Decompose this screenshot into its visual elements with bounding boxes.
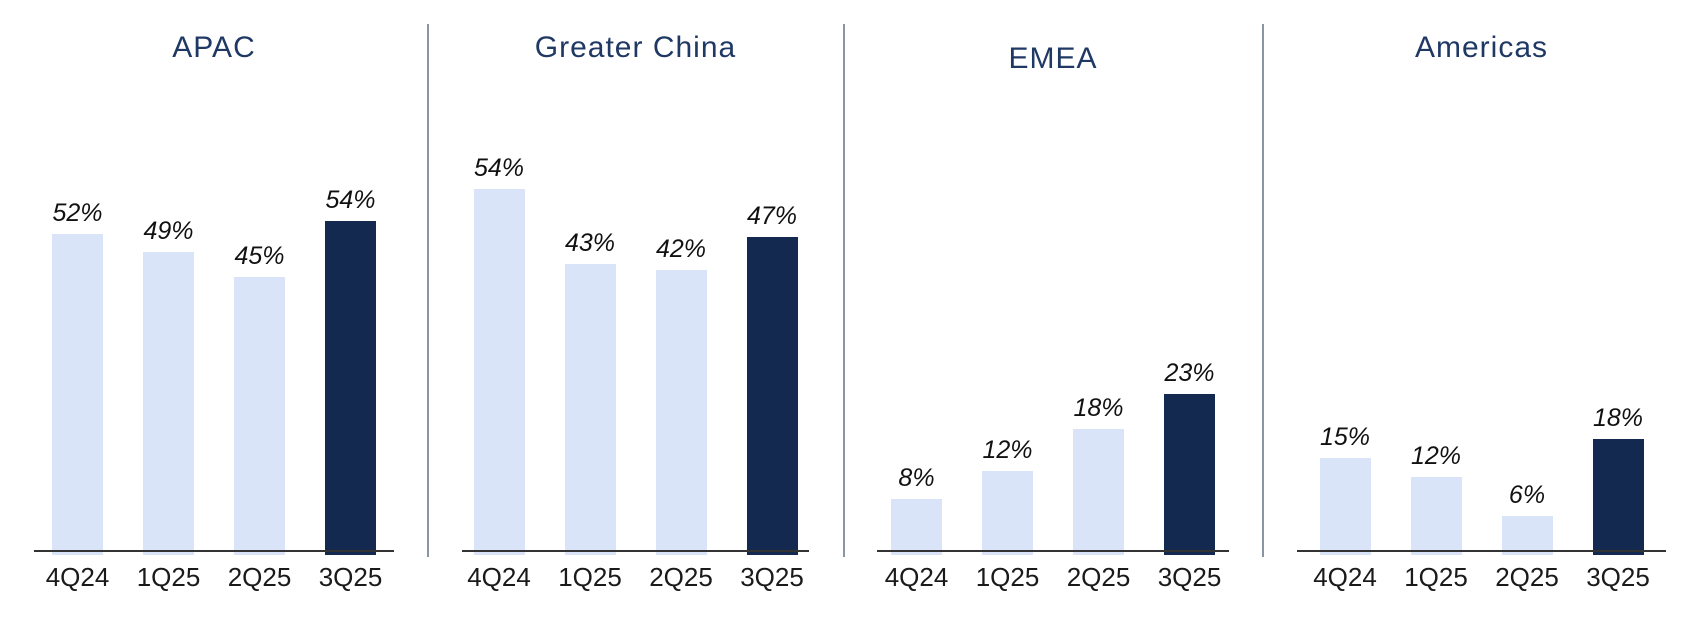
bar-column: 47% — [746, 202, 798, 555]
value-label: 8% — [898, 464, 935, 492]
plot-area-apac: 52% 49% 45% 54% — [0, 125, 428, 555]
value-label: 42% — [655, 235, 707, 263]
bar-2q25 — [1073, 429, 1124, 555]
value-label: 54% — [473, 154, 525, 182]
value-label: 18% — [1073, 394, 1124, 422]
bar-column: 8% — [891, 464, 942, 555]
bar-2q25 — [655, 270, 707, 555]
bar-4q24 — [891, 499, 942, 555]
x-tick-label: 3Q25 — [740, 562, 804, 592]
bar-1q25 — [564, 264, 616, 555]
value-label: 12% — [982, 436, 1033, 464]
value-label: 54% — [325, 186, 376, 214]
bar-column: 15% — [1319, 423, 1371, 555]
x-tick-label: 4Q24 — [45, 562, 110, 592]
panel-divider — [427, 24, 429, 557]
x-tick-label: 3Q25 — [1586, 562, 1650, 592]
x-tick-label: 1Q25 — [975, 562, 1040, 592]
panel-title-apac: APAC — [172, 31, 256, 64]
panel-americas: Americas 15% 12% 6% 18% 4Q24 1Q25 2Q25 3Q25 — [1263, 0, 1700, 628]
panel-greater-china: Greater China 54% 43% 42% 47% 4Q24 1Q25 2Q25 3… — [428, 0, 843, 628]
x-tick-label: 2Q25 — [649, 562, 713, 592]
plot-area-greater-china: 54% 43% 42% 47% — [428, 125, 843, 555]
bar-column: 12% — [1410, 442, 1462, 555]
x-tick-label: 4Q24 — [884, 562, 949, 592]
x-axis-labels: 4Q24 1Q25 2Q25 3Q25 — [0, 562, 428, 628]
bar-1q25 — [1410, 477, 1462, 555]
value-label: 6% — [1508, 481, 1546, 509]
bar-column: 23% — [1164, 359, 1215, 555]
x-axis-labels: 4Q24 1Q25 2Q25 3Q25 — [1263, 562, 1700, 628]
value-label: 15% — [1319, 423, 1371, 451]
x-tick-label: 4Q24 — [467, 562, 531, 592]
x-axis-labels: 4Q24 1Q25 2Q25 3Q25 — [843, 562, 1263, 628]
x-axis-labels: 4Q24 1Q25 2Q25 3Q25 — [428, 562, 843, 628]
value-label: 43% — [564, 229, 616, 257]
x-tick-label: 1Q25 — [136, 562, 201, 592]
x-axis-line — [877, 550, 1229, 552]
value-label: 18% — [1592, 404, 1644, 432]
panel-title-greater-china: Greater China — [534, 31, 737, 64]
value-label: 23% — [1164, 359, 1215, 387]
panel-apac: APAC 52% 49% 45% 54% 4Q24 1Q25 2Q25 3Q25 — [0, 0, 428, 628]
bar-column: 18% — [1073, 394, 1124, 555]
bar-3q25 — [1592, 439, 1644, 555]
bar-4q24 — [52, 234, 103, 555]
panel-divider — [843, 24, 845, 557]
x-axis-line — [462, 550, 809, 552]
bar-1q25 — [143, 252, 194, 555]
bar-column: 49% — [143, 217, 194, 555]
x-axis-line — [34, 550, 394, 552]
x-tick-label: 2Q25 — [1495, 562, 1559, 592]
bar-column: 6% — [1501, 481, 1553, 555]
panel-title-emea: EMEA — [1008, 42, 1098, 75]
bar-3q25 — [746, 237, 798, 555]
value-label: 49% — [143, 217, 194, 245]
value-label: 45% — [234, 242, 285, 270]
bar-1q25 — [982, 471, 1033, 555]
x-tick-label: 4Q24 — [1313, 562, 1377, 592]
value-label: 52% — [52, 199, 103, 227]
x-tick-label: 1Q25 — [558, 562, 622, 592]
x-tick-label: 2Q25 — [1066, 562, 1131, 592]
bar-column: 12% — [982, 436, 1033, 555]
x-tick-label: 1Q25 — [1404, 562, 1468, 592]
x-axis-line — [1297, 550, 1666, 552]
bar-column: 18% — [1592, 404, 1644, 555]
panel-emea: EMEA 8% 12% 18% 23% 4Q24 1Q25 2Q25 3Q25 — [843, 0, 1263, 628]
bar-column: 42% — [655, 235, 707, 555]
bar-column: 43% — [564, 229, 616, 555]
bar-column: 45% — [234, 242, 285, 555]
bar-column: 52% — [52, 199, 103, 555]
plot-area-emea: 8% 12% 18% 23% — [843, 125, 1263, 555]
x-tick-label: 3Q25 — [318, 562, 383, 592]
bar-3q25 — [325, 221, 376, 555]
bar-2q25 — [234, 277, 285, 555]
value-label: 12% — [1410, 442, 1462, 470]
bar-4q24 — [1319, 458, 1371, 555]
x-tick-label: 2Q25 — [227, 562, 292, 592]
bar-2q25 — [1501, 516, 1553, 555]
plot-area-americas: 15% 12% 6% 18% — [1263, 125, 1700, 555]
bar-column: 54% — [473, 154, 525, 555]
bar-column: 54% — [325, 186, 376, 555]
panel-title-americas: Americas — [1414, 31, 1549, 64]
panel-divider — [1262, 24, 1264, 557]
x-tick-label: 3Q25 — [1157, 562, 1222, 592]
value-label: 47% — [746, 202, 798, 230]
bar-3q25 — [1164, 394, 1215, 555]
bar-4q24 — [473, 189, 525, 555]
